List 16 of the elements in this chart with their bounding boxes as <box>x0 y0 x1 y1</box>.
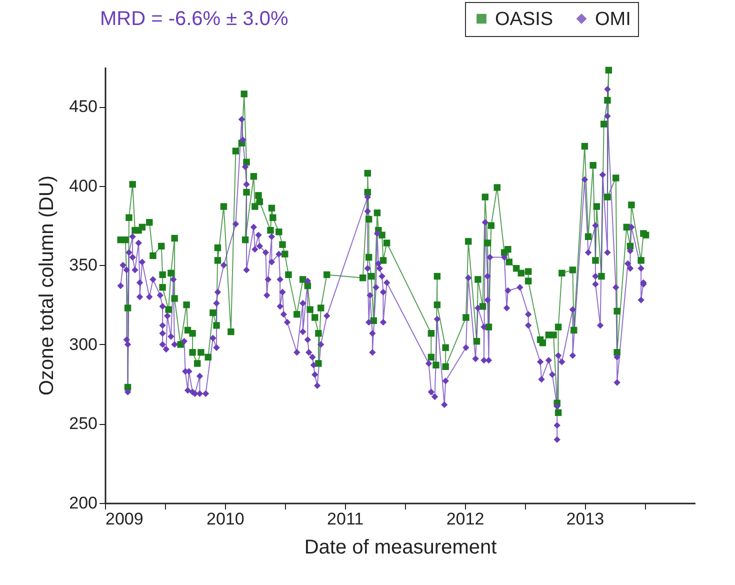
legend-label: OMI <box>595 8 631 30</box>
x-tick-label: 2010 <box>206 510 244 528</box>
x-tick-label: 2009 <box>106 510 144 528</box>
x-axis-title: Date of measurement <box>304 536 498 558</box>
y-tick-label: 300 <box>69 334 98 354</box>
x-tick-label: 2011 <box>327 510 364 528</box>
y-tick-label: 200 <box>69 494 98 512</box>
y-tick-label: 400 <box>69 176 98 196</box>
text: MRD = -6.6% ± 3.0% <box>100 8 288 31</box>
y-tick-label: 250 <box>69 414 98 434</box>
legend-label: OASIS <box>495 8 554 30</box>
x-tick-label: 2013 <box>566 510 604 528</box>
y-tick-label: 450 <box>69 97 98 116</box>
y-tick-label: 350 <box>69 256 98 275</box>
y-axis-title: Ozone total column (DU) <box>36 175 58 396</box>
x-tick-label: 2012 <box>446 510 484 528</box>
